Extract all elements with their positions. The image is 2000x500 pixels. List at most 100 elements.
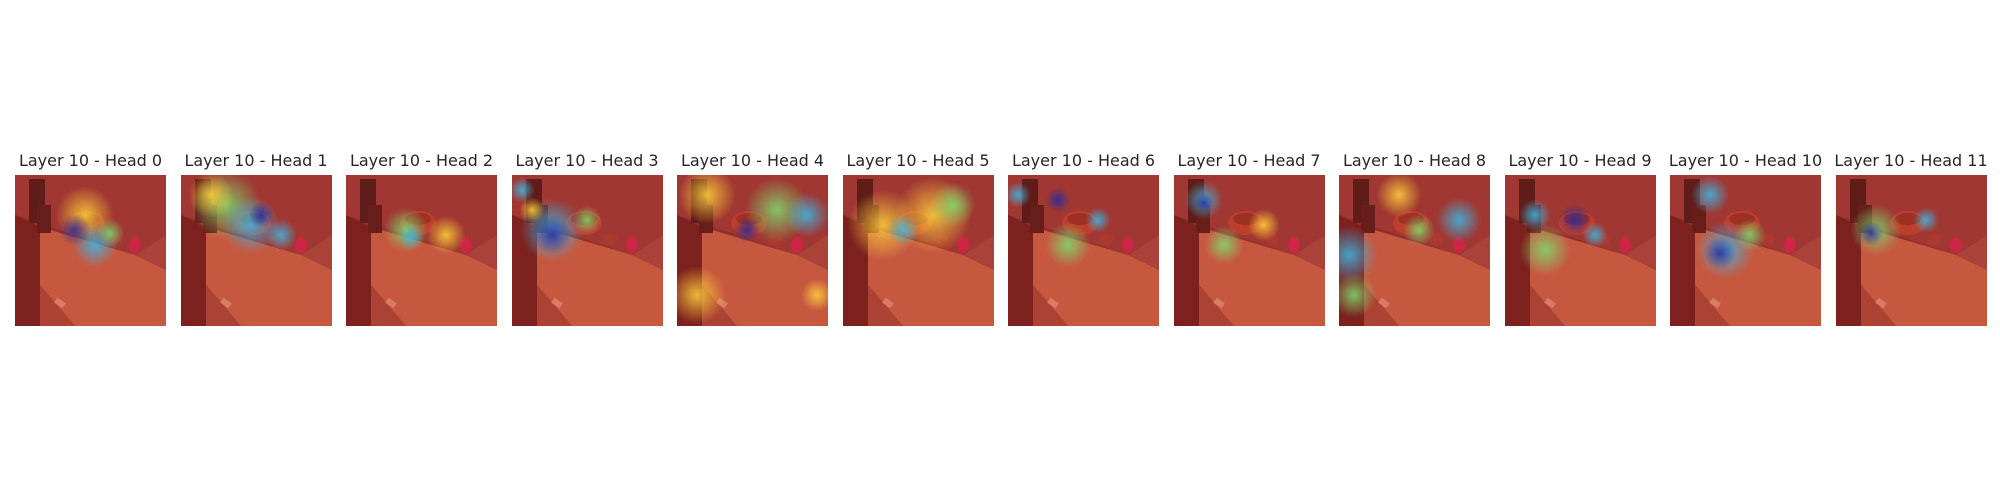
attention-blob [930, 182, 975, 228]
cabinet-handle [1543, 297, 1556, 309]
panel-image [511, 175, 663, 326]
panel-title: Layer 10 - Head 9 [1508, 151, 1652, 170]
panel-title: Layer 10 - Head 1 [184, 151, 328, 170]
panel-title: Layer 10 - Head 3 [515, 151, 659, 170]
cabinet-side [1008, 215, 1033, 326]
red-object [129, 237, 141, 253]
robot-gripper [368, 205, 382, 233]
right-panel [631, 235, 663, 270]
attention-blob [532, 215, 571, 255]
attention-blob [518, 197, 545, 223]
panel-image [180, 175, 332, 326]
attention-blob [426, 215, 466, 255]
head-panel: Layer 10 - Head 6 [1008, 148, 1159, 328]
counter-edge [536, 285, 572, 326]
counter-edge [867, 285, 903, 326]
cabinet-handle [1378, 297, 1390, 309]
head-panel: Layer 10 - Head 5 [842, 148, 994, 328]
robot-gripper [1361, 205, 1375, 233]
panel-image [842, 175, 994, 326]
attention-blob [188, 175, 233, 218]
attention-blob [784, 192, 828, 238]
attention-blob [801, 279, 828, 311]
attention-blob [247, 202, 274, 228]
attention-blob [1085, 207, 1111, 233]
attention-blob [1734, 219, 1766, 251]
right-panel [1293, 235, 1325, 270]
head-panel: Layer 10 - Head 3 [511, 148, 663, 328]
cabinet-handle [881, 297, 894, 309]
attention-blob [1247, 209, 1280, 241]
panel-image [1173, 175, 1325, 326]
head-panel: Layer 10 - Head 2 [346, 148, 497, 328]
robot-gripper [1030, 205, 1044, 233]
attention-blob [264, 219, 297, 251]
panel-title: Layer 10 - Head 4 [680, 151, 825, 170]
panel-title: Layer 10 - Head 8 [1342, 151, 1487, 170]
panel-title: Layer 10 - Head 10 [1668, 151, 1823, 170]
attention-blob [1436, 197, 1482, 243]
panel-title: Layer 10 - Head 2 [349, 151, 494, 170]
attention-blob [1690, 175, 1730, 215]
panel-title: Layer 10 - Head 7 [1177, 151, 1321, 170]
red-object [625, 237, 638, 253]
attention-blob [1518, 224, 1571, 276]
head-panel: Layer 10 - Head 1 [180, 148, 332, 328]
counter-edge [205, 285, 241, 326]
right-panel [300, 235, 332, 270]
head-panel: Layer 10 - Head 10 [1669, 148, 1822, 328]
red-object [1122, 237, 1134, 253]
cup [602, 233, 617, 245]
attention-blob [734, 217, 760, 243]
overlay-tint [1835, 175, 1987, 326]
panel-title: Layer 10 - Head 0 [18, 151, 163, 170]
right-panel [1955, 235, 1987, 270]
attention-heatmap-strip: Layer 10 - Head 0 Layer 10 - Head 1 Layer … [15, 148, 1988, 328]
attention-blob [572, 205, 601, 235]
attention-overlay-image [15, 175, 166, 326]
attention-blob [1376, 175, 1422, 218]
red-object [1784, 237, 1796, 253]
right-panel [1624, 235, 1656, 270]
attention-blob [1581, 222, 1608, 248]
panel-image [1670, 175, 1821, 326]
counter-edge [1529, 285, 1565, 326]
panel-image [1339, 175, 1490, 326]
panel-image [677, 175, 828, 326]
attention-blob [95, 218, 125, 248]
attention-overlay-image [1835, 175, 1987, 326]
right-panel [466, 235, 497, 270]
attention-blob [1857, 220, 1884, 246]
red-object [791, 237, 803, 253]
panel-image [15, 175, 166, 326]
attention-blob [1704, 237, 1736, 269]
cabinet-side [1670, 215, 1695, 326]
attention-blob [1339, 272, 1377, 318]
right-panel [135, 235, 166, 270]
counter-top [1860, 227, 1987, 326]
head-panel: Layer 10 - Head 7 [1173, 148, 1325, 328]
attention-overlay-image [842, 175, 994, 326]
panel-title: Layer 10 - Head 6 [1011, 151, 1156, 170]
panel-image [346, 175, 497, 326]
attention-blob [886, 214, 919, 246]
cabinet-side [180, 215, 206, 326]
counter-edge [1860, 285, 1896, 326]
attention-overlay-image [677, 175, 828, 326]
cabinet-handle [550, 297, 563, 309]
attention-blob [1403, 214, 1435, 246]
head-panel: Layer 10 - Head 11 [1834, 148, 1988, 328]
attention-blob [1339, 226, 1378, 284]
counter-top [1364, 227, 1490, 326]
attention-blob [1518, 199, 1551, 231]
attention-overlay-image [180, 175, 332, 326]
panel-title: Layer 10 - Head 5 [846, 151, 990, 170]
right-panel [962, 235, 994, 270]
attention-overlay-image [1670, 175, 1821, 326]
head-panel: Layer 10 - Head 9 [1504, 148, 1656, 328]
cup [1926, 233, 1941, 245]
cabinet-handle [1212, 297, 1225, 309]
attention-blob [1193, 193, 1214, 213]
red-object [1949, 237, 1962, 253]
attention-blob [677, 266, 726, 324]
